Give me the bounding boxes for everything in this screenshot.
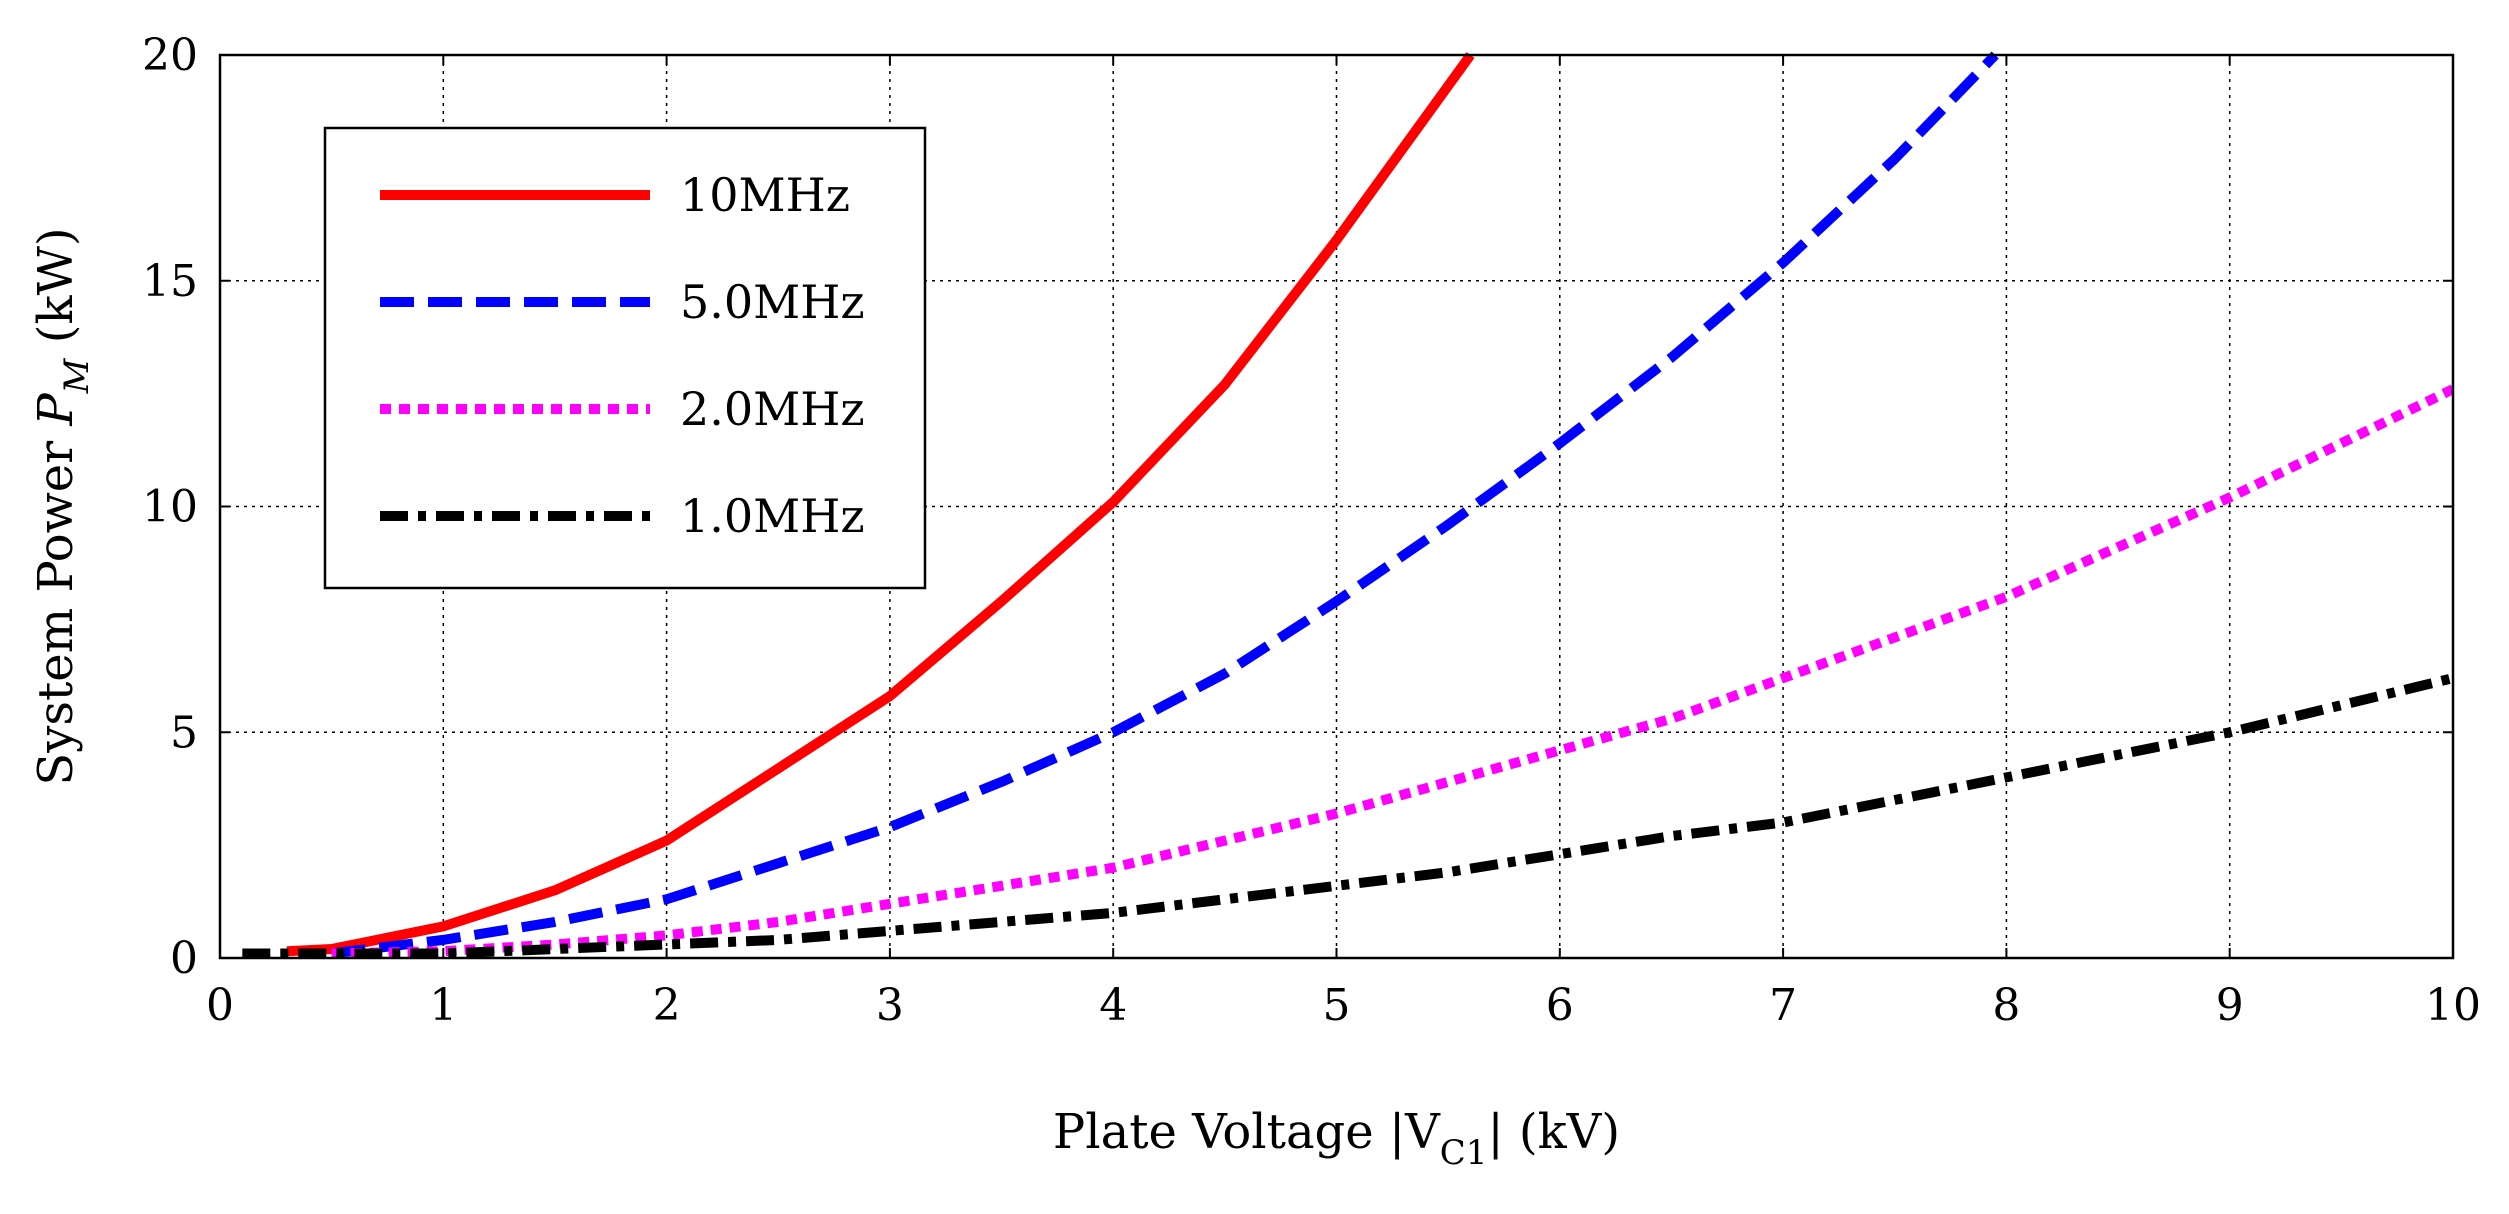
legend-item: 10MHz xyxy=(380,168,850,222)
x-axis-label-tail: | (kV) xyxy=(1487,1104,1620,1160)
x-tick-label: 7 xyxy=(1769,980,1797,1031)
legend-label: 10MHz xyxy=(680,168,850,222)
legend-item: 1.0MHz xyxy=(380,489,865,543)
legend: 10MHz 5.0MHz 2.0MHz 1.0MHz xyxy=(323,126,927,590)
x-tick-label: 0 xyxy=(206,980,234,1031)
y-tick-label: 5 xyxy=(170,707,198,758)
legend-label: 1.0MHz xyxy=(680,489,865,543)
y-tick-label: 0 xyxy=(170,933,198,984)
y-tick-label: 15 xyxy=(142,256,198,307)
y-axis-label: System Power PM (kW) xyxy=(28,227,97,785)
y-tick-label: 20 xyxy=(142,30,198,81)
x-tick-label: 8 xyxy=(1992,980,2020,1031)
tick-labels: 0 1 2 3 4 5 6 7 8 9 10 0 5 10 15 20 xyxy=(142,30,2481,1031)
x-tick-label: 1 xyxy=(429,980,457,1031)
series-line-5-0mhz xyxy=(330,51,1999,959)
grid xyxy=(220,55,2453,958)
x-tick-label: 9 xyxy=(2216,980,2244,1031)
y-axis-label-var: P xyxy=(28,393,84,427)
x-tick-label: 2 xyxy=(653,980,681,1031)
series-layer xyxy=(242,51,2453,959)
y-axis-label-tail: (kW) xyxy=(28,227,84,358)
y-axis-label-main: System Power xyxy=(28,426,84,786)
series-line-1-0mhz xyxy=(242,673,2453,959)
legend-item: 2.0MHz xyxy=(380,382,865,436)
x-tick-label: 3 xyxy=(876,980,904,1031)
y-tick-label: 10 xyxy=(142,482,198,533)
x-tick-label: 6 xyxy=(1546,980,1574,1031)
legend-label: 2.0MHz xyxy=(680,382,865,436)
x-tick-label: 4 xyxy=(1099,980,1127,1031)
legend-item: 5.0MHz xyxy=(380,275,865,329)
legend-label: 5.0MHz xyxy=(680,275,865,329)
x-tick-label: 10 xyxy=(2425,980,2481,1031)
x-axis-label: Plate Voltage |VC1| (kV) xyxy=(1053,1104,1620,1173)
x-tick-label: 5 xyxy=(1323,980,1351,1031)
series-line-10mhz xyxy=(286,52,1475,957)
y-axis-label-sub: M xyxy=(57,357,97,394)
x-axis-label-main: Plate Voltage |V xyxy=(1053,1104,1441,1160)
x-axis-label-sub: C1 xyxy=(1440,1133,1488,1173)
